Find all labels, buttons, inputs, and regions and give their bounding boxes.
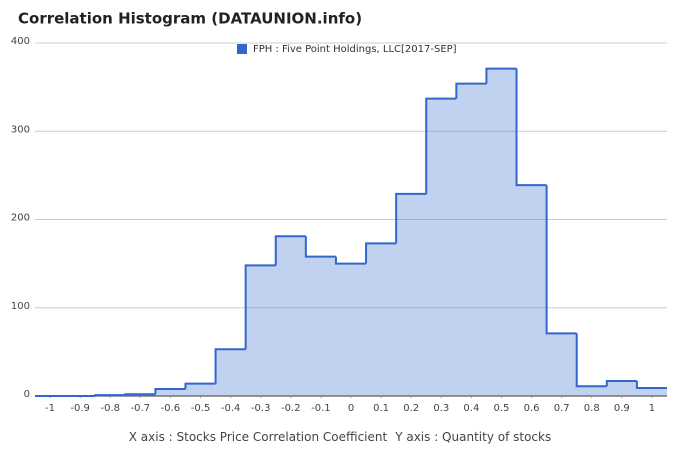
bar-outline (334, 256, 367, 265)
bar (185, 383, 216, 396)
legend-swatch (237, 44, 247, 54)
x-tick-label: -0.7 (131, 403, 151, 414)
x-tick-label: 0.2 (403, 403, 419, 414)
x-axis-label: X axis : Stocks Price Correlation Coeffi… (129, 430, 388, 444)
bar (366, 243, 397, 396)
bar (576, 386, 607, 396)
bar-outline (184, 382, 216, 389)
bar-outline (455, 82, 487, 99)
x-tick-label: 0.1 (373, 403, 389, 414)
bar (486, 68, 517, 396)
x-tick-label: 0.9 (614, 403, 630, 414)
x-tick-label: 1 (649, 403, 655, 414)
x-tick-label: -0.6 (161, 403, 181, 414)
y-tick-label: 200 (11, 213, 30, 224)
bar (516, 185, 547, 396)
bar-outline (575, 333, 607, 388)
chart-title: Correlation Histogram (DATAUNION.info) (18, 10, 362, 28)
bar-outline (545, 185, 577, 335)
bar-outline (124, 393, 156, 396)
bar (275, 236, 306, 396)
bar-outline (605, 379, 637, 387)
x-tick-label: 0.8 (584, 403, 600, 414)
x-tick-label: -0.3 (251, 403, 271, 414)
y-tick-label: 0 (24, 389, 30, 400)
bar-outline (304, 236, 336, 258)
x-tick-label: 0.4 (463, 403, 479, 414)
bar (215, 349, 246, 396)
bar-outline (425, 97, 457, 194)
bar-outline (274, 235, 306, 266)
x-tick-label: 0.6 (524, 403, 540, 414)
bar (396, 193, 427, 396)
x-tick-label: 0.3 (433, 403, 449, 414)
x-tick-label: -0.1 (311, 403, 331, 414)
y-tick-label: 300 (11, 124, 30, 135)
bar (245, 265, 276, 396)
bar (155, 388, 186, 396)
y-axis-label: Y axis : Quantity of stocks (394, 430, 551, 444)
bar (305, 256, 336, 396)
bar (456, 83, 487, 396)
x-tick-label: 0.7 (554, 403, 570, 414)
legend-label: FPH : Five Point Holdings, LLC[2017-SEP] (253, 44, 457, 55)
bar-outline (515, 68, 547, 187)
bar (426, 98, 457, 396)
bar-outline (635, 380, 667, 390)
bar-outline (365, 242, 397, 264)
x-tick-label: -0.4 (221, 403, 241, 414)
bar-outline (395, 192, 427, 244)
y-tick-label: 100 (11, 301, 30, 312)
x-tick-label: 0.5 (494, 403, 510, 414)
x-tick-label: -0.8 (100, 403, 120, 414)
bar-outline (214, 348, 246, 384)
x-tick-label: -0.5 (191, 403, 211, 414)
axis-note: X axis : Stocks Price Correlation Coeffi… (129, 430, 551, 444)
bar-outline (244, 264, 276, 350)
y-tick-label: 400 (11, 36, 30, 47)
bar-outline (94, 394, 126, 397)
x-tick-label: 0 (348, 403, 354, 414)
bar-outline (485, 67, 517, 84)
bar (606, 380, 637, 396)
x-tick-label: -0.9 (70, 403, 90, 414)
bar (636, 388, 667, 396)
x-tick-label: -1 (45, 403, 55, 414)
bar-outline (154, 387, 186, 395)
bar (335, 263, 367, 396)
x-tick-label: -0.2 (281, 403, 301, 414)
bar (546, 333, 577, 396)
